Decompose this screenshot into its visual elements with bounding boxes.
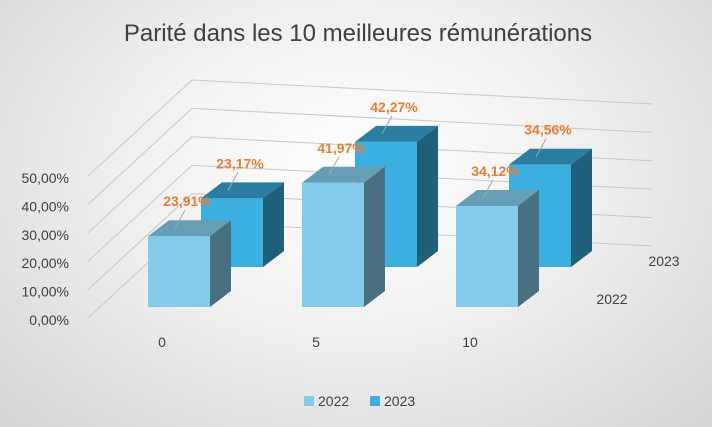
- legend-label: 2023: [384, 393, 415, 409]
- data-label: 42,27%: [370, 99, 418, 115]
- data-label-leader: [535, 138, 547, 157]
- depth-axis-label: 2022: [596, 291, 627, 307]
- y-tick-label: 10,00%: [22, 284, 69, 300]
- legend-swatch: [304, 396, 314, 406]
- legend: 2022 2023: [304, 393, 415, 409]
- bar-side: [210, 220, 231, 307]
- bar-top: [201, 182, 284, 199]
- data-label-leader: [381, 115, 393, 135]
- bar-side: [263, 182, 284, 267]
- y-tick-label: 50,00%: [22, 170, 69, 186]
- data-label: 34,56%: [524, 122, 572, 138]
- bar-side: [571, 148, 592, 267]
- y-tick-label: 20,00%: [22, 255, 69, 271]
- y-tick-label: 40,00%: [22, 198, 69, 214]
- legend-label: 2022: [318, 393, 349, 409]
- bar: [148, 220, 231, 307]
- bar-top: [456, 190, 539, 207]
- bar-front: [302, 182, 364, 307]
- depth-axis-label: 2023: [648, 253, 679, 269]
- x-axis: 0 5 10: [158, 334, 478, 350]
- bar: [456, 190, 539, 307]
- gridline: [87, 164, 653, 262]
- data-label: 23,17%: [216, 155, 264, 171]
- bar-top: [509, 148, 592, 165]
- bar-top: [148, 220, 231, 237]
- bar: [302, 166, 385, 307]
- y-axis: 0,00% 10,00% 20,00% 30,00% 40,00% 50,00%: [22, 170, 69, 328]
- gridline: [87, 107, 653, 205]
- bar-side: [518, 190, 539, 307]
- data-labels: 23,17% 42,27% 34,56% 23,91% 41,97% 34,12%: [163, 99, 572, 229]
- x-tick-label: 10: [462, 334, 478, 350]
- bar-top: [355, 125, 438, 142]
- bar-side: [364, 166, 385, 307]
- gridline: [87, 136, 653, 234]
- data-label-leader: [482, 179, 494, 199]
- bar-top: [302, 166, 385, 183]
- data-label-leader: [328, 156, 340, 176]
- x-tick-label: 0: [158, 334, 166, 350]
- legend-swatch: [370, 396, 380, 406]
- chart-title: Parité dans les 10 meilleures rémunérati…: [124, 20, 592, 47]
- bars: [148, 125, 592, 307]
- x-tick-label: 5: [312, 334, 320, 350]
- data-label-leader: [174, 209, 186, 229]
- data-label: 41,97%: [317, 140, 365, 156]
- data-label-leader: [227, 172, 239, 191]
- gridline: [87, 79, 653, 177]
- y-tick-label: 30,00%: [22, 227, 69, 243]
- y-tick-label: 0,00%: [29, 312, 69, 328]
- bar-front: [148, 236, 210, 307]
- data-label: 23,91%: [163, 193, 211, 209]
- bar-front: [456, 206, 518, 307]
- depth-axis: 2022 2023: [596, 253, 679, 307]
- bar-side: [417, 125, 438, 267]
- data-label: 34,12%: [471, 163, 519, 179]
